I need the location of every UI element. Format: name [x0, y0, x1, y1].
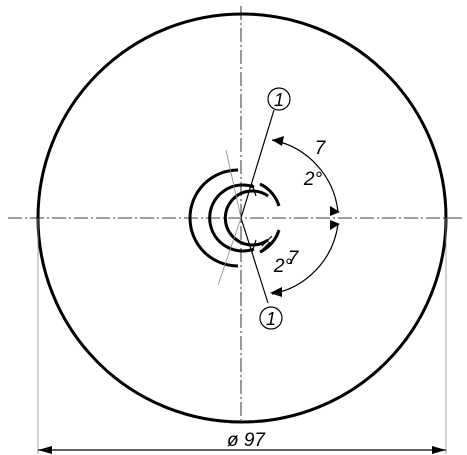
angle-arc-lower [271, 223, 339, 295]
hub-right-segment-top [259, 182, 281, 207]
arrowhead-upper-start [272, 136, 284, 146]
balloon-bottom [259, 306, 283, 330]
hub-inner-bore [223, 189, 269, 247]
key-slot-top-edge [251, 183, 257, 197]
diameter-arrow-left [38, 446, 52, 454]
angle-upper-unit: 2° [303, 169, 323, 190]
arrowhead-lower-start [330, 220, 340, 230]
hub-hatching [259, 235, 277, 253]
key-slot-bottom-edge [251, 239, 257, 253]
angle-lower-value: 7 [288, 248, 300, 269]
leader-line-bottom [240, 217, 269, 304]
hub-middle-ring [208, 183, 255, 253]
balloon-top [267, 87, 291, 111]
angle-arc-upper [271, 139, 339, 213]
leader-line-top [240, 109, 275, 219]
balloon-bottom-label: 1 [266, 309, 276, 329]
ray-faint-bottom [217, 217, 242, 286]
diameter-arrow-right [432, 446, 446, 454]
arrowhead-upper-end [330, 206, 340, 216]
diameter-label: ø 97 [227, 430, 266, 451]
arrowhead-lower-end [270, 287, 282, 297]
hub-outer-ring [188, 168, 239, 268]
angle-lower-unit: 2° [273, 256, 293, 277]
ray-faint-top [225, 149, 242, 219]
angle-upper-value: 7 [315, 138, 327, 159]
balloon-top-label: 1 [274, 90, 284, 110]
